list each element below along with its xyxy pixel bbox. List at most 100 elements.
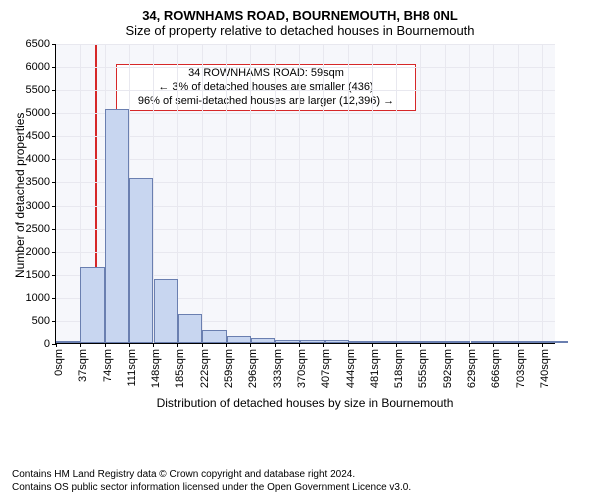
xtick-label: 148sqm bbox=[150, 349, 162, 388]
histogram-bar bbox=[56, 341, 80, 343]
vgrid bbox=[493, 44, 494, 343]
annotation-line: 96% of semi-detached houses are larger (… bbox=[123, 95, 409, 109]
histogram-bar bbox=[495, 341, 519, 343]
vgrid bbox=[469, 44, 470, 343]
x-axis-label: Distribution of detached houses by size … bbox=[55, 396, 555, 410]
histogram-bar bbox=[471, 341, 495, 343]
vgrid bbox=[542, 44, 543, 343]
gridline bbox=[56, 67, 555, 68]
histogram-bar bbox=[251, 338, 275, 343]
xtick-label: 296sqm bbox=[247, 349, 259, 388]
xtick-label: 407sqm bbox=[320, 349, 332, 388]
histogram-bar bbox=[544, 341, 568, 343]
xtick-label: 703sqm bbox=[515, 349, 527, 388]
xtick-mark bbox=[469, 343, 470, 347]
xtick-mark bbox=[202, 343, 203, 347]
vgrid bbox=[372, 44, 373, 343]
xtick-label: 444sqm bbox=[345, 349, 357, 388]
xtick-mark bbox=[226, 343, 227, 347]
vgrid bbox=[299, 44, 300, 343]
plot: 34 ROWNHAMS ROAD: 59sqm← 3% of detached … bbox=[55, 44, 555, 344]
footer-line-1: Contains HM Land Registry data © Crown c… bbox=[12, 469, 411, 482]
xtick-mark bbox=[105, 343, 106, 347]
xtick-label: 222sqm bbox=[199, 349, 211, 388]
title-line-2: Size of property relative to detached ho… bbox=[0, 23, 600, 38]
vgrid bbox=[420, 44, 421, 343]
gridline bbox=[56, 113, 555, 114]
ytick-label: 5000 bbox=[26, 107, 56, 119]
histogram-bar bbox=[202, 330, 226, 343]
xtick-mark bbox=[177, 343, 178, 347]
xtick-mark bbox=[323, 343, 324, 347]
gridline bbox=[56, 90, 555, 91]
ytick-label: 1500 bbox=[26, 269, 56, 281]
ytick-label: 3500 bbox=[26, 176, 56, 188]
xtick-label: 74sqm bbox=[102, 349, 114, 382]
title-line-1: 34, ROWNHAMS ROAD, BOURNEMOUTH, BH8 0NL bbox=[0, 8, 600, 23]
xtick-mark bbox=[372, 343, 373, 347]
xtick-mark bbox=[348, 343, 349, 347]
vgrid bbox=[202, 44, 203, 343]
vgrid bbox=[445, 44, 446, 343]
footer-line-2: Contains OS public sector information li… bbox=[12, 482, 411, 495]
histogram-bar bbox=[373, 341, 397, 343]
ytick-label: 6000 bbox=[26, 61, 56, 73]
gridline bbox=[56, 44, 555, 45]
vgrid bbox=[348, 44, 349, 343]
xtick-mark bbox=[80, 343, 81, 347]
vgrid bbox=[275, 44, 276, 343]
ytick-label: 4500 bbox=[26, 130, 56, 142]
xtick-label: 666sqm bbox=[490, 349, 502, 388]
chart-title-block: 34, ROWNHAMS ROAD, BOURNEMOUTH, BH8 0NL … bbox=[0, 0, 600, 38]
xtick-mark bbox=[542, 343, 543, 347]
ytick-label: 2000 bbox=[26, 246, 56, 258]
xtick-label: 111sqm bbox=[126, 349, 138, 387]
histogram-bar bbox=[397, 341, 421, 343]
histogram-bar bbox=[80, 267, 104, 343]
ytick-label: 3000 bbox=[26, 200, 56, 212]
ytick-label: 4000 bbox=[26, 153, 56, 165]
y-axis-label: Number of detached properties bbox=[13, 113, 27, 278]
histogram-bar bbox=[446, 341, 470, 343]
histogram-bar bbox=[349, 341, 373, 343]
histogram-bar bbox=[422, 341, 446, 343]
ytick-label: 5500 bbox=[26, 84, 56, 96]
gridline bbox=[56, 136, 555, 137]
xtick-mark bbox=[129, 343, 130, 347]
annotation-line: 34 ROWNHAMS ROAD: 59sqm bbox=[123, 67, 409, 81]
vgrid bbox=[250, 44, 251, 343]
xtick-mark bbox=[299, 343, 300, 347]
ytick-label: 2500 bbox=[26, 223, 56, 235]
histogram-bar bbox=[154, 279, 178, 343]
vgrid bbox=[396, 44, 397, 343]
xtick-mark bbox=[250, 343, 251, 347]
xtick-label: 333sqm bbox=[272, 349, 284, 388]
xtick-mark bbox=[445, 343, 446, 347]
attribution-footer: Contains HM Land Registry data © Crown c… bbox=[12, 469, 411, 494]
xtick-label: 518sqm bbox=[393, 349, 405, 388]
xtick-mark bbox=[56, 343, 57, 347]
ytick-label: 500 bbox=[32, 315, 56, 327]
histogram-bar bbox=[325, 340, 349, 343]
ytick-label: 6500 bbox=[26, 38, 56, 50]
xtick-mark bbox=[420, 343, 421, 347]
chart-area: 34 ROWNHAMS ROAD: 59sqm← 3% of detached … bbox=[55, 44, 600, 410]
histogram-bar bbox=[520, 341, 544, 343]
vgrid bbox=[226, 44, 227, 343]
xtick-label: 481sqm bbox=[369, 349, 381, 388]
histogram-bar bbox=[129, 178, 153, 343]
xtick-label: 592sqm bbox=[442, 349, 454, 388]
xtick-mark bbox=[153, 343, 154, 347]
ytick-label: 1000 bbox=[26, 292, 56, 304]
vgrid bbox=[518, 44, 519, 343]
gridline bbox=[56, 159, 555, 160]
xtick-mark bbox=[396, 343, 397, 347]
xtick-label: 185sqm bbox=[174, 349, 186, 388]
xtick-mark bbox=[275, 343, 276, 347]
xtick-label: 37sqm bbox=[77, 349, 89, 382]
xtick-label: 259sqm bbox=[223, 349, 235, 388]
xtick-mark bbox=[493, 343, 494, 347]
histogram-bar bbox=[227, 336, 251, 343]
histogram-bar bbox=[105, 109, 129, 343]
vgrid bbox=[323, 44, 324, 343]
